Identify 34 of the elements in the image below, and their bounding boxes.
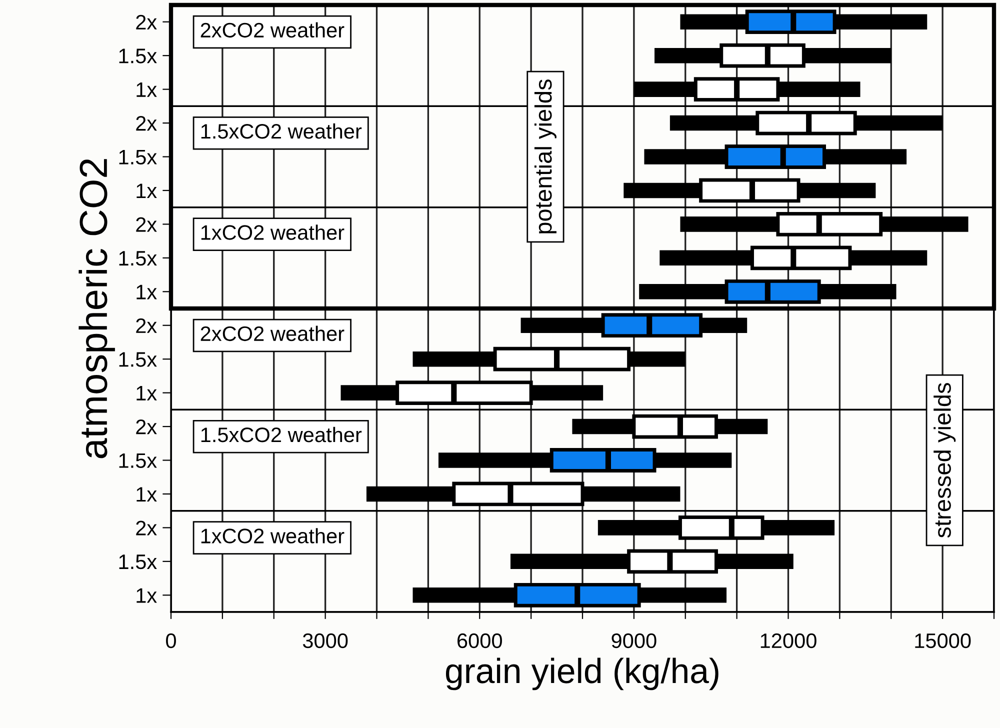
y-tick-label: 1.5x bbox=[119, 251, 157, 266]
x-tick-label: 6000 bbox=[458, 633, 502, 648]
annotation: 1xCO2 weather bbox=[201, 224, 344, 240]
y-tick-label: 1x bbox=[136, 588, 157, 603]
annotation: 2xCO2 weather bbox=[200, 326, 344, 342]
annotation: 2xCO2 weather bbox=[200, 22, 344, 38]
y-tick-label: 1x bbox=[136, 386, 157, 400]
y-tick-label: 2x bbox=[136, 14, 157, 30]
y-tick-label: 1.5x bbox=[119, 554, 157, 570]
y-axis-title: atmospheric CO2 bbox=[78, 159, 115, 458]
annotation: 1.5xCO2 weather bbox=[201, 426, 362, 442]
y-tick-label: 2x bbox=[136, 520, 157, 536]
y-tick-label: 1x bbox=[136, 184, 157, 198]
x-axis-title: grain yield (kg/ha) bbox=[446, 658, 718, 690]
y-tick-label: 1.5x bbox=[119, 48, 157, 64]
y-tick-label: 2x bbox=[136, 217, 157, 232]
x-tick-label: 3000 bbox=[302, 633, 348, 648]
annotation: 1xCO2 weather bbox=[201, 528, 344, 544]
x-tick-label: 15000 bbox=[915, 633, 971, 648]
y-tick-label: 1x bbox=[136, 284, 157, 300]
y-tick-label: 2x bbox=[136, 116, 157, 131]
annotation: stressed yields bbox=[934, 383, 956, 538]
x-tick-label: 9000 bbox=[612, 633, 656, 648]
y-tick-label: 1.5x bbox=[119, 352, 157, 367]
annotation: potential yields bbox=[534, 80, 556, 234]
y-tick-label: 2x bbox=[136, 420, 157, 434]
x-tick-label: 0 bbox=[166, 633, 176, 648]
y-tick-label: 1x bbox=[136, 487, 157, 502]
y-tick-label: 1.5x bbox=[119, 453, 157, 468]
y-tick-label: 1x bbox=[136, 82, 157, 97]
annotation: 1.5xCO2 weather bbox=[201, 123, 362, 139]
y-tick-label: 2x bbox=[136, 318, 157, 333]
y-tick-label: 1.5x bbox=[119, 150, 157, 165]
x-tick-label: 12000 bbox=[760, 633, 816, 648]
